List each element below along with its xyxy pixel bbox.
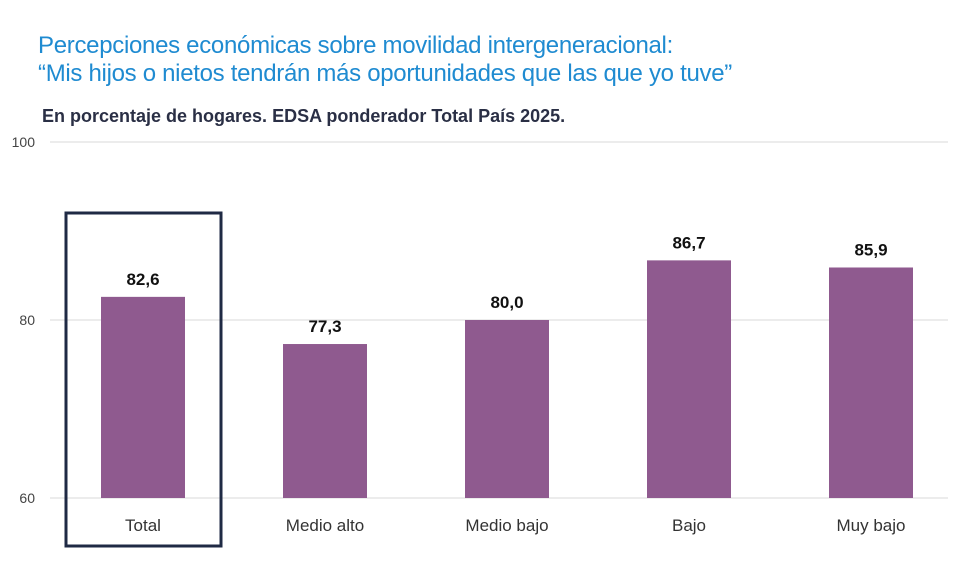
data-label-muy-bajo: 85,9: [854, 240, 887, 259]
category-label-medio-bajo: Medio bajo: [465, 516, 548, 535]
y-tick-label-60: 60: [19, 490, 35, 506]
highlight-box-total: [64, 211, 223, 548]
chart-title-line-2: “Mis hijos o nietos tendrán más oportuni…: [38, 60, 732, 87]
y-tick-label-80: 80: [19, 312, 35, 328]
data-label-total: 82,6: [126, 270, 159, 289]
chart-subtitle: En porcentaje de hogares. EDSA ponderado…: [42, 106, 566, 126]
category-label-medio-alto: Medio alto: [286, 516, 364, 535]
data-label-medio-bajo: 80,0: [490, 293, 523, 312]
category-label-bajo: Bajo: [672, 516, 706, 535]
chart-title-line-1: Percepciones económicas sobre movilidad …: [38, 32, 673, 59]
bar-bajo: [647, 260, 731, 498]
bar-medio-bajo: [465, 320, 549, 498]
y-tick-label-100: 100: [12, 134, 36, 150]
chart-title: Percepciones económicas sobre movilidad …: [38, 32, 732, 88]
bar-total: [101, 296, 185, 498]
category-label-muy-bajo: Muy bajo: [837, 516, 906, 535]
bar-medio-alto: [283, 344, 367, 498]
category-label-total: Total: [125, 516, 161, 535]
data-label-bajo: 86,7: [672, 233, 705, 252]
bar-muy-bajo: [829, 267, 913, 498]
data-label-medio-alto: 77,3: [308, 317, 341, 336]
